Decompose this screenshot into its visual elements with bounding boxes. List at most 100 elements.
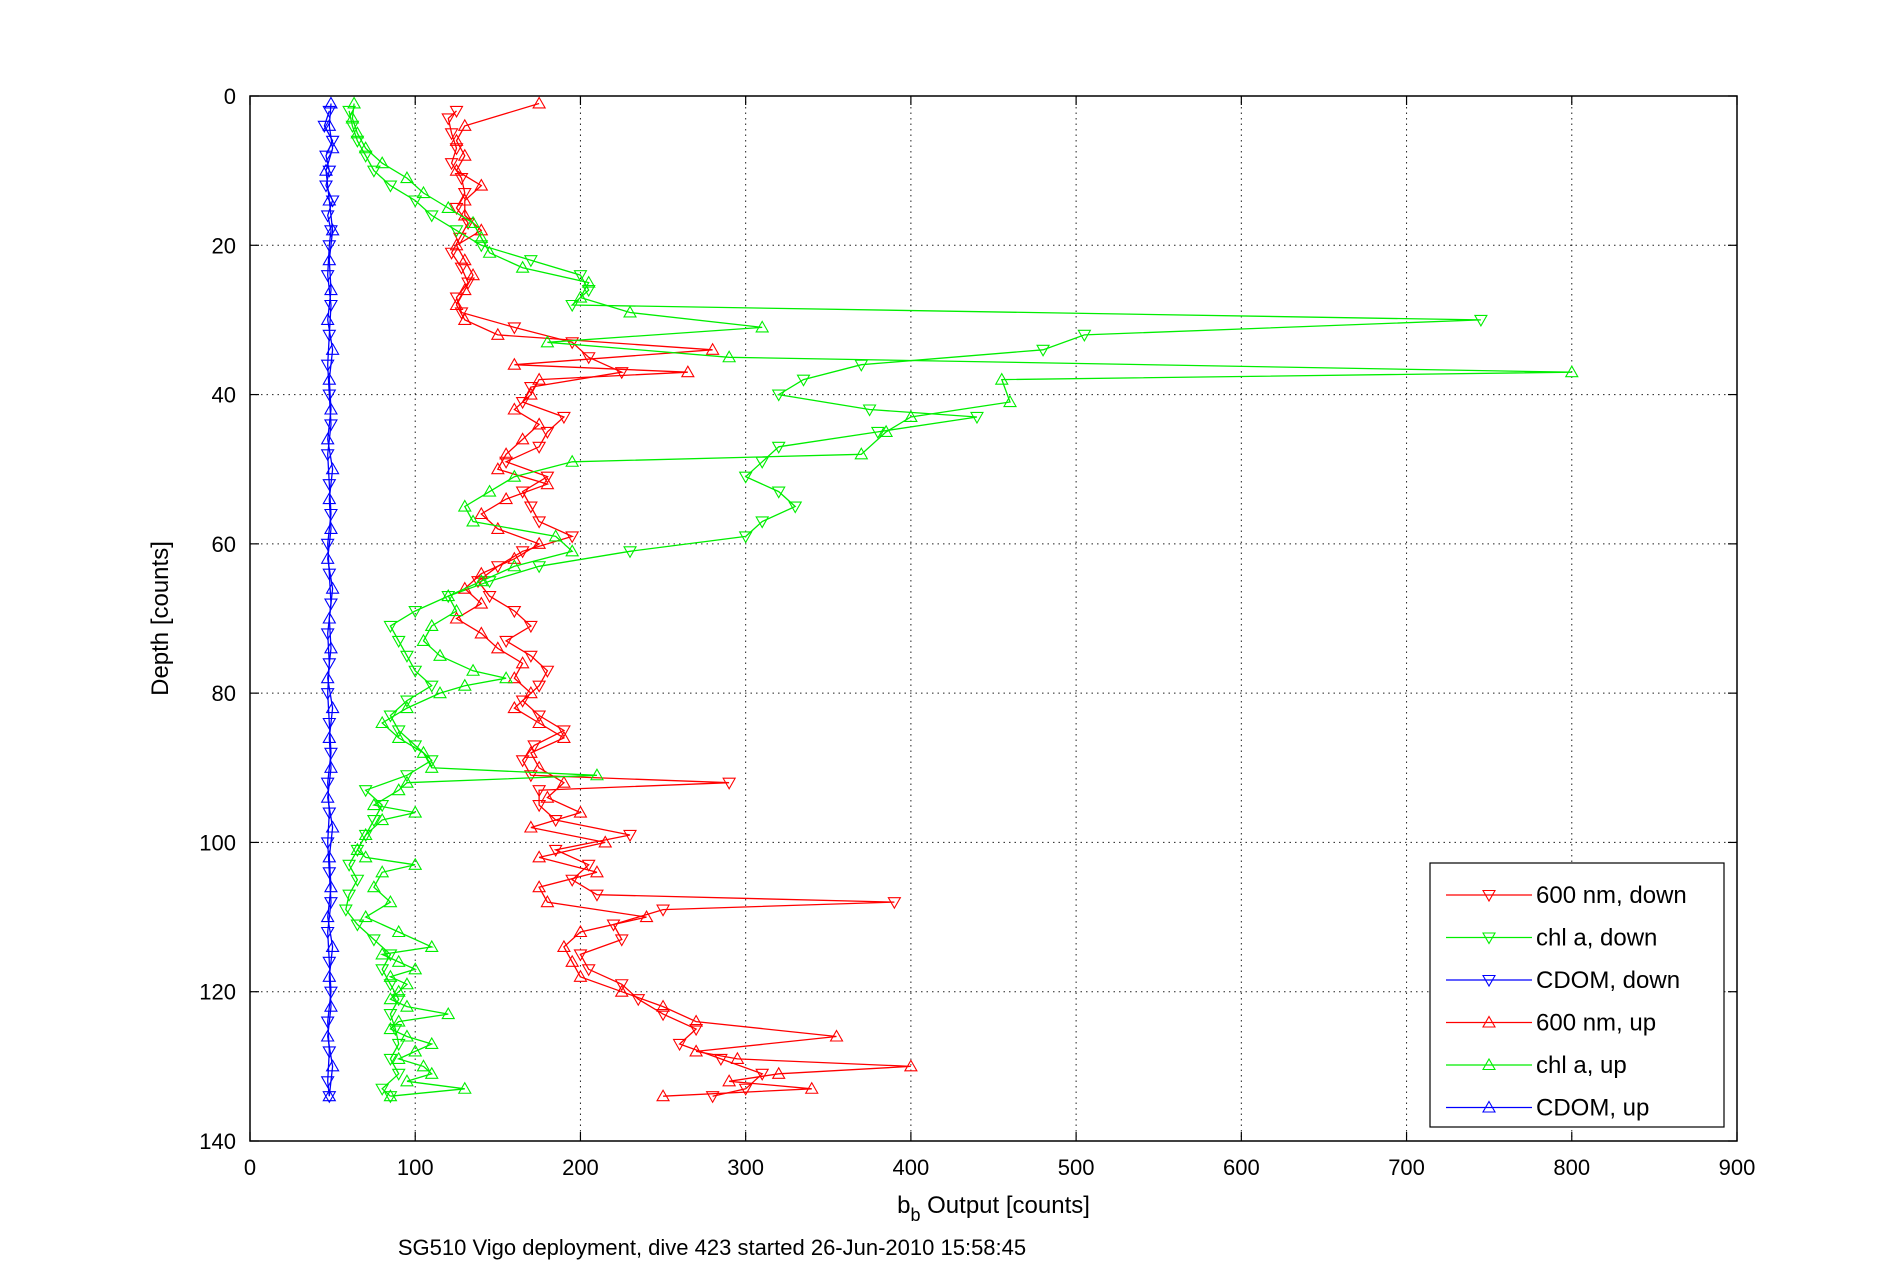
data-point-marker — [320, 312, 335, 325]
data-point-marker — [433, 648, 447, 661]
data-point-marker — [532, 800, 547, 813]
data-point-marker — [515, 656, 530, 669]
data-point-marker — [870, 426, 885, 440]
data-point-marker — [854, 447, 869, 460]
data-point-marker — [507, 402, 522, 415]
data-point-marker — [581, 859, 596, 872]
data-point-marker — [523, 770, 538, 783]
data-point-marker — [383, 992, 398, 1005]
x-tick-label: 0 — [244, 1155, 256, 1180]
data-point-marker — [527, 740, 542, 753]
data-point-marker — [391, 1068, 406, 1081]
data-point-marker — [523, 820, 538, 833]
data-point-marker — [322, 479, 337, 492]
data-point-marker — [722, 777, 737, 790]
y-tick-label: 20 — [212, 233, 236, 258]
y-tick-label: 100 — [199, 830, 236, 855]
data-point-marker — [325, 1059, 340, 1072]
data-point-marker — [416, 185, 431, 199]
data-point-marker — [490, 462, 505, 475]
data-point-marker — [366, 814, 381, 828]
data-point-marker — [416, 745, 431, 758]
x-tick-label: 500 — [1058, 1155, 1095, 1180]
dive-caption: SG510 Vigo deployment, dive 423 started … — [398, 1235, 1026, 1260]
x-tick-label: 900 — [1719, 1155, 1756, 1180]
data-point-marker — [375, 812, 390, 826]
data-point-marker — [324, 760, 338, 773]
data-point-marker — [507, 322, 522, 335]
x-tick-label: 700 — [1388, 1155, 1425, 1180]
data-point-marker — [499, 456, 514, 469]
legend-label: CDOM, up — [1536, 1095, 1649, 1122]
data-point-marker — [565, 299, 580, 313]
data-point-marker — [408, 1044, 423, 1057]
data-point-marker — [730, 1051, 745, 1064]
data-point-marker — [408, 805, 423, 818]
data-point-marker — [424, 680, 439, 693]
data-point-marker — [416, 633, 431, 646]
data-point-marker — [771, 389, 786, 402]
data-point-marker — [1036, 344, 1051, 357]
data-point-marker — [523, 501, 538, 514]
data-point-marker — [523, 620, 538, 634]
data-point-marker — [466, 268, 480, 281]
data-point-marker — [449, 133, 464, 146]
data-point-marker — [324, 225, 338, 238]
data-point-marker — [375, 865, 390, 878]
x-axis-label-subscript: b — [910, 1205, 920, 1225]
data-point-marker — [565, 544, 580, 557]
data-point-marker — [1003, 394, 1017, 408]
data-point-marker — [391, 984, 406, 997]
data-point-marker — [383, 1091, 398, 1104]
data-point-marker — [322, 717, 337, 731]
data-point-marker — [540, 665, 555, 678]
data-point-marker — [449, 225, 464, 238]
data-point-marker — [590, 889, 604, 902]
series-line — [447, 110, 895, 1097]
data-point-marker — [324, 897, 338, 910]
data-point-marker — [322, 105, 337, 119]
data-point-marker — [474, 240, 489, 253]
data-point-marker — [970, 411, 984, 425]
data-point-marker — [631, 994, 646, 1007]
data-point-marker — [1473, 314, 1488, 328]
data-point-marker — [466, 514, 480, 527]
y-tick-label: 120 — [199, 980, 236, 1005]
data-point-marker — [556, 730, 571, 743]
data-point-marker — [738, 531, 753, 544]
data-point-marker — [499, 447, 514, 460]
data-point-marker — [457, 1081, 472, 1094]
data-point-marker — [383, 180, 398, 193]
data-point-marker — [400, 695, 414, 708]
data-point-marker — [408, 195, 423, 208]
data-point-marker — [342, 889, 357, 902]
data-point-marker — [325, 939, 340, 952]
data-point-marker — [322, 372, 337, 385]
data-point-marker — [523, 255, 538, 268]
data-point-marker — [788, 501, 803, 514]
series-group — [345, 96, 1579, 1102]
data-point-marker — [532, 680, 547, 693]
data-point-marker — [338, 904, 353, 917]
legend: 600 nm, down chl a, down CDOM, down 600 nm,… — [1429, 862, 1725, 1128]
data-point-marker — [474, 626, 489, 639]
data-point-marker — [581, 275, 596, 288]
data-point-marker — [408, 857, 423, 870]
data-point-marker — [347, 96, 362, 109]
y-tick-label: 60 — [212, 532, 236, 557]
data-point-marker — [441, 1007, 456, 1020]
data-point-marker — [400, 977, 414, 990]
data-point-marker — [515, 396, 530, 410]
data-point-marker — [656, 1009, 671, 1022]
data-point-marker — [532, 441, 547, 454]
data-point-marker — [540, 895, 555, 908]
data-point-marker — [424, 1036, 439, 1050]
data-point-marker — [391, 1038, 406, 1052]
data-point-marker — [325, 342, 340, 355]
data-point-marker — [507, 357, 522, 370]
data-point-marker — [441, 588, 456, 602]
y-tick-label: 80 — [212, 681, 236, 706]
data-point-marker — [565, 874, 580, 887]
data-point-marker — [548, 844, 563, 858]
x-tick-label: 100 — [397, 1155, 434, 1180]
